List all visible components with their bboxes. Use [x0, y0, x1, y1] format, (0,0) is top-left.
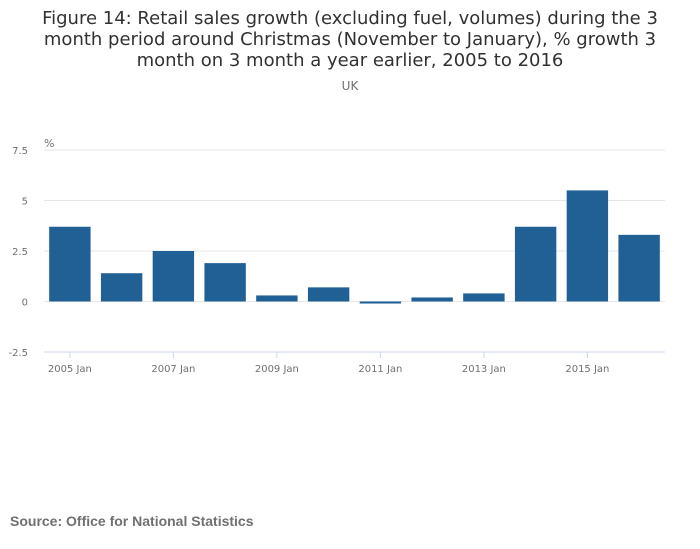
bar-2005-jan[interactable] — [49, 226, 91, 302]
bar-2006-jan[interactable] — [100, 273, 143, 302]
bar-2014-jan[interactable] — [514, 226, 557, 302]
x-tick-label: 2011 Jan — [358, 364, 402, 375]
y-tick-label: -2.5 — [8, 348, 28, 359]
bar-2012-jan[interactable] — [411, 297, 453, 302]
x-tick-label: 2007 Jan — [151, 364, 195, 375]
y-tick-label: 5 — [22, 197, 28, 208]
chart-title: Figure 14: Retail sales growth (excludin… — [42, 8, 658, 71]
axes: -2.5 0 2.5 5 7.5 2005 Jan 2007 Jan 2009 Jan 2011… — [8, 146, 609, 375]
bar-2009-jan[interactable] — [256, 295, 298, 302]
bar-2011-jan[interactable] — [359, 301, 402, 304]
source-note: Source: Office for National Statistics — [10, 513, 254, 529]
chart-subtitle: UK — [341, 79, 359, 93]
bars — [49, 190, 660, 304]
y-tick-label: 0 — [22, 298, 28, 309]
bar-2007-jan[interactable] — [152, 251, 195, 302]
y-tick-label: 2.5 — [12, 247, 28, 258]
bar-2010-jan[interactable] — [307, 287, 350, 302]
gridlines — [44, 149, 665, 353]
bar-2008-jan[interactable] — [204, 263, 246, 302]
x-tick-label: 2009 Jan — [255, 364, 299, 375]
bar-2016-jan[interactable] — [618, 234, 660, 302]
x-tick-label: 2013 Jan — [462, 364, 506, 375]
y-axis-unit-label: % — [44, 137, 54, 150]
y-tick-label: 7.5 — [12, 146, 28, 157]
bar-2013-jan[interactable] — [463, 293, 505, 302]
x-tick-label: 2005 Jan — [48, 364, 92, 375]
x-tick-label: 2015 Jan — [565, 364, 609, 375]
bar-2015-jan[interactable] — [566, 190, 609, 302]
